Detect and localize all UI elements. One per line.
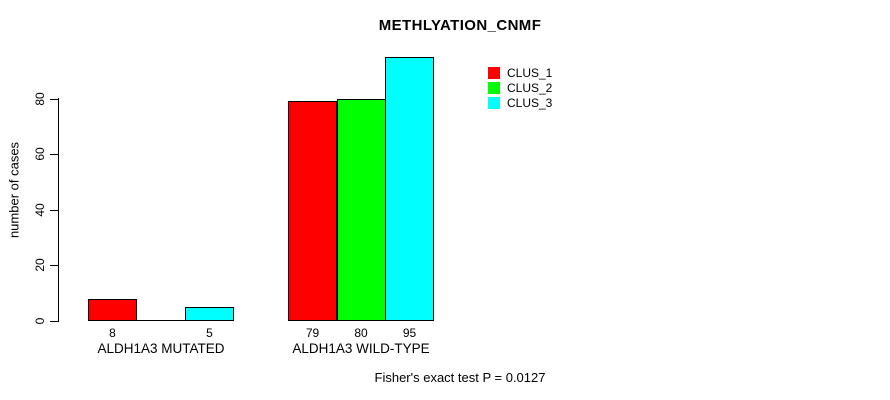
bar-clus_1-mutated bbox=[88, 299, 137, 321]
legend-label-clus_2: CLUS_2 bbox=[507, 80, 553, 95]
legend-swatch-clus_2 bbox=[488, 81, 500, 94]
bar-clus_2-wild-type bbox=[336, 99, 386, 321]
y-axis-tick-label-40: 40 bbox=[33, 203, 47, 217]
y-axis-tick-20 bbox=[50, 265, 58, 266]
y-axis-tick-label-0: 0 bbox=[33, 317, 47, 325]
bar-value-label-bar-clus_3-wild-type: 95 bbox=[402, 326, 417, 340]
legend-label-clus_3: CLUS_3 bbox=[507, 95, 553, 110]
bar-value-label-bar-clus_1-mutated: 8 bbox=[109, 326, 116, 340]
group-label-mutated: ALDH1A3 MUTATED bbox=[97, 341, 225, 356]
legend-item-clus_1: CLUS_1 bbox=[488, 65, 552, 80]
group-label-wild-type: ALDH1A3 WILD-TYPE bbox=[292, 341, 430, 356]
y-axis-tick-40 bbox=[50, 210, 58, 211]
bar-value-label-bar-clus_1-wild-type: 79 bbox=[305, 326, 320, 340]
bar-clus_1-wild-type bbox=[288, 101, 337, 321]
bar-clus_2-mutated-zero bbox=[136, 320, 186, 321]
y-axis-tick-60 bbox=[50, 154, 58, 155]
legend-item-clus_3: CLUS_3 bbox=[488, 95, 552, 110]
legend: CLUS_1 CLUS_2 CLUS_3 bbox=[488, 65, 552, 110]
y-axis-tick-label-60: 60 bbox=[33, 147, 47, 161]
y-axis-tick-80 bbox=[50, 99, 58, 100]
bar-clus_3-mutated bbox=[185, 307, 234, 321]
y-axis-tick-label-80: 80 bbox=[33, 92, 47, 106]
y-axis-tick-label-20: 20 bbox=[33, 258, 47, 272]
legend-label-clus_1: CLUS_1 bbox=[507, 65, 553, 80]
bar-clus_3-wild-type bbox=[385, 57, 434, 321]
y-axis-line bbox=[58, 98, 59, 322]
legend-item-clus_2: CLUS_2 bbox=[488, 80, 552, 95]
legend-swatch-clus_1 bbox=[488, 66, 500, 79]
bar-value-label-bar-clus_2-wild-type: 80 bbox=[354, 326, 368, 340]
fisher-test-annotation: Fisher's exact test P = 0.0127 bbox=[374, 370, 546, 385]
legend-swatch-clus_3 bbox=[488, 96, 500, 109]
chart-title: METHLYATION_CNMF bbox=[378, 17, 542, 34]
bar-value-label-bar-clus_3-mutated: 5 bbox=[206, 326, 213, 340]
y-axis-tick-0 bbox=[50, 321, 58, 322]
